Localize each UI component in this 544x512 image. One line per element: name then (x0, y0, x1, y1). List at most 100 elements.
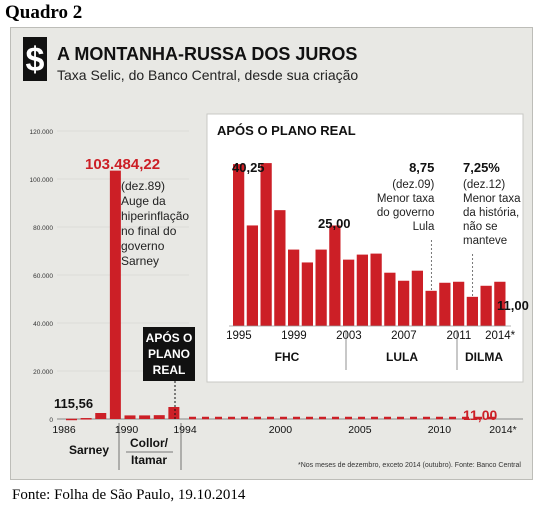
inset-x-tick-label: 2011 (447, 330, 472, 342)
inset-bar-1995 (233, 164, 245, 326)
bar-1989 (109, 170, 121, 419)
y-tick-label: 60.000 (33, 273, 53, 280)
inset-x-tick-label: 1999 (281, 330, 307, 342)
inset-bar-2007 (398, 280, 410, 326)
y-tick-label: 80.000 (33, 225, 53, 232)
inset-panel: APÓS O PLANO REAL 1995 1999 2003 2007 2011 20… (206, 113, 529, 383)
inset-bars (229, 163, 511, 327)
inset-period-label: LULA (386, 350, 418, 364)
inset-bar-2002 (329, 225, 341, 326)
inset-bar-2005 (370, 253, 382, 326)
inset-bar-2014* (494, 281, 506, 326)
inset-period-labels: FHC LULA DILMA (275, 330, 503, 370)
peak-note-line: governo (121, 239, 165, 253)
dollar-sign-icon: $ (23, 37, 47, 81)
inset-bar-1996 (246, 225, 258, 326)
inset-period-label: FHC (275, 350, 300, 364)
x-tick-label: 2000 (269, 424, 293, 436)
y-tick-label: 100.000 (30, 177, 54, 184)
inset-bar-1997 (260, 163, 272, 326)
badge-line: REAL (153, 363, 186, 377)
chart-title: A MONTANHA-RUSSA DOS JUROS (57, 44, 357, 64)
main-x-axis: 1986 1990 1994 2000 2005 2010 2014* (52, 423, 517, 470)
bar-1988 (95, 413, 107, 419)
peak-note-line: hiperinflação (121, 209, 189, 223)
source-caption: Fonte: Folha de São Paulo, 19.10.2014 (12, 487, 246, 503)
bar-1991 (139, 415, 151, 419)
plano-real-badge: APÓS O PLANO REAL (143, 327, 195, 420)
annotation-note-line: não se (463, 221, 498, 233)
footnote: *Nos meses de dezembro, exceto 2014 (out… (298, 462, 521, 469)
inset-title: APÓS O PLANO REAL (217, 123, 356, 138)
bar-1987 (80, 418, 92, 420)
annotation-note-line: da história, (463, 207, 519, 219)
period-label-sarney: Sarney (69, 443, 109, 457)
annotation-note-line: Menor taxa (463, 193, 521, 205)
annotation-value: 8,75 (409, 160, 434, 175)
selic-chart: $ A MONTANHA-RUSSA DOS JUROS Taxa Selic,… (23, 37, 529, 470)
inset-x-tick-label: 2014* (485, 330, 516, 342)
inset-bar-2013 (480, 285, 492, 326)
svg-text:$: $ (26, 41, 45, 79)
inset-x-axis: 1995 1999 2003 2007 2011 2014* (226, 330, 516, 342)
inset-bar-2001 (315, 249, 327, 326)
inset-period-label: DILMA (465, 350, 503, 364)
inset-bar-2006 (384, 272, 396, 326)
main-bars (66, 170, 501, 421)
y-tick-label: 20.000 (33, 369, 53, 376)
inset-bar-1998 (274, 210, 286, 326)
inset-annotations: 40,25 25,00 8,75 (dez.09) Menor taxa do gover… (232, 160, 529, 313)
inset-bar-2003 (343, 259, 355, 326)
quadro-label: Quadro 2 (5, 2, 83, 23)
x-tick-label: 2005 (348, 424, 372, 436)
y-tick-label: 40.000 (33, 321, 53, 328)
annotation-note-line: Menor taxa (377, 193, 435, 205)
bar-1993 (168, 407, 180, 419)
period-label-collor: Collor/ (130, 436, 169, 450)
peak-value-label: 103.484,22 (85, 156, 160, 173)
inset-bar-2011 (453, 281, 465, 326)
bar-1986 (66, 418, 77, 421)
annotation-note-line: do governo (377, 207, 435, 219)
peak-note-line: no final do (121, 224, 177, 238)
annotation-note-line: (dez.12) (463, 179, 505, 191)
bar-1990 (124, 415, 136, 419)
period-label-itamar: Itamar (131, 453, 167, 467)
last-value-label: 11,00 (463, 407, 497, 423)
badge-line: PLANO (148, 347, 190, 361)
annotation-note-line: manteve (463, 235, 507, 247)
inset-bar-2012 (466, 296, 478, 326)
annotation-value: 11,00 (497, 298, 529, 313)
inset-x-tick-label: 1995 (226, 330, 252, 342)
x-tick-label: 1986 (52, 424, 76, 436)
annotation-value: 7,25% (463, 160, 500, 175)
annotation-note-line: Lula (413, 221, 435, 233)
inset-x-tick-label: 2003 (336, 330, 362, 342)
annotation-note-line: (dez.09) (392, 179, 434, 191)
peak-note-line: Sarney (121, 254, 159, 268)
infographic-frame: $ A MONTANHA-RUSSA DOS JUROS Taxa Selic,… (10, 27, 533, 480)
x-tick-label: 2010 (428, 424, 452, 436)
inset-bar-2008 (411, 270, 423, 326)
bar-1992 (153, 415, 165, 419)
inset-bar-1999 (288, 249, 300, 326)
y-tick-label: 0 (49, 417, 53, 424)
inset-bar-2004 (356, 254, 368, 326)
inset-bar-2010 (439, 282, 451, 326)
inset-bar-2009 (425, 290, 437, 326)
y-tick-label: 120.000 (30, 129, 54, 136)
annotation-value: 40,25 (232, 160, 265, 175)
x-tick-label: 1990 (115, 424, 139, 436)
annotation-value: 25,00 (318, 216, 351, 231)
inset-x-tick-label: 2007 (391, 330, 417, 342)
peak-note-line: (dez.89) (121, 179, 165, 193)
peak-note-line: Auge da (121, 194, 166, 208)
x-tick-label: 2014* (489, 424, 516, 436)
x-tick-label: 1994 (173, 424, 197, 436)
inset-bar-2000 (301, 262, 313, 326)
first-value-label: 115,56 (54, 396, 93, 411)
badge-line: APÓS O (146, 330, 193, 345)
chart-subtitle: Taxa Selic, do Banco Central, desde sua … (57, 67, 358, 83)
main-period-labels: Sarney Collor/Itamar (69, 436, 173, 467)
